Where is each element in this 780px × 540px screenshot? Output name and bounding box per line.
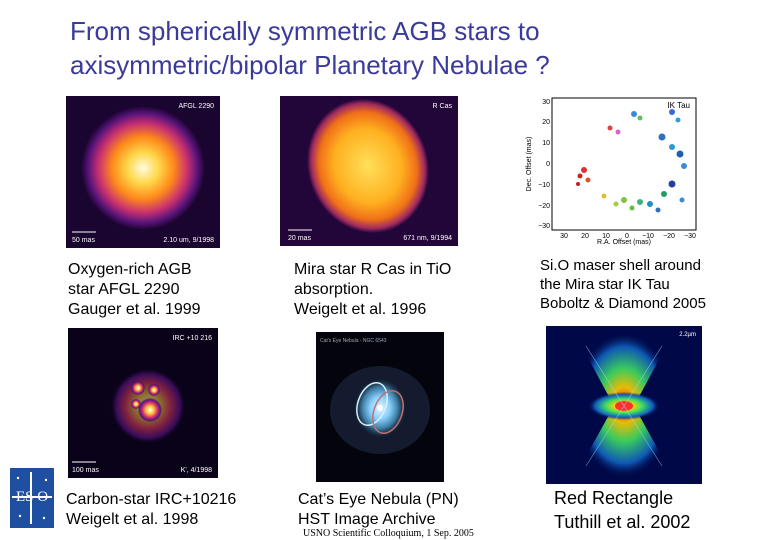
iktau-ytick: 30 [542, 99, 550, 106]
irc-scale: 100 mas [72, 467, 99, 474]
afgl2290-caption: Oxygen-rich AGB star AFGL 2290 Gauger et… [68, 261, 201, 318]
iktau-maser-plot: IK Tau Dec. Offset (mas) R.A. Offset (ma… [522, 92, 700, 246]
iktau-xtick: 0 [625, 233, 629, 240]
afgl-wave: 2.10 um, 9/1998 [163, 237, 214, 244]
iktau-xtick: 10 [602, 233, 610, 240]
irc-label: IRC +10 216 [173, 335, 213, 342]
eso-logo-text: ES O [16, 489, 48, 505]
afgl-scale: 50 mas [72, 237, 95, 244]
iktau-ytick: −20 [538, 203, 550, 210]
title-line-2: axisymmetric/bipolar Planetary Nebulae ? [70, 50, 550, 80]
iktau-xlabel: R.A. Offset (mas) [597, 239, 651, 246]
iktau-xtick: 30 [560, 233, 568, 240]
irc10216-caption: Carbon-star IRC+10216 Weigelt et al. 199… [66, 491, 237, 528]
eso-logo-icon: ES O [10, 468, 54, 528]
iktau-ytick: −30 [538, 223, 550, 230]
afgl2290-image: AFGL 2290 50 mas 2.10 um, 9/1998 [66, 96, 220, 248]
iktau-xtick: 20 [581, 233, 589, 240]
cats-eye-image: Cat's Eye Nebula - NGC 6543 [316, 332, 444, 482]
rcas-label: R Cas [433, 103, 453, 110]
iktau-ytick: 10 [542, 140, 550, 147]
red-rectangle-caption: Red Rectangle Tuthill et al. 2002 [554, 488, 691, 532]
maser-spots [576, 109, 687, 213]
rcas-caption: Mira star R Cas in TiO absorption. Weige… [294, 261, 452, 318]
irc-wave: K', 4/1998 [181, 467, 212, 474]
redrect-label: 2.2µm [679, 332, 696, 338]
iktau-xtick: −10 [642, 233, 654, 240]
afgl-label: AFGL 2290 [178, 103, 214, 110]
rcas-wave: 671 nm, 9/1994 [403, 235, 452, 242]
rcas-scale: 20 mas [288, 235, 311, 242]
cats-label: Cat's Eye Nebula - NGC 6543 [320, 338, 387, 344]
slide-title: From spherically symmetric AGB stars to … [70, 14, 750, 82]
iktau-xtick: −30 [684, 233, 696, 240]
iktau-ytick: −10 [538, 182, 550, 189]
iktau-caption: Si.O maser shell around the Mira star IK… [540, 257, 706, 312]
cats-eye-caption: Cat’s Eye Nebula (PN) HST Image Archive [298, 491, 459, 528]
rcas-image: R Cas 20 mas 671 nm, 9/1994 [280, 96, 458, 246]
iktau-label: IK Tau [667, 101, 690, 110]
iktau-xtick: −20 [663, 233, 675, 240]
footer-text: USNO Scientific Colloquium, 1 Sep. 2005 [303, 528, 474, 539]
iktau-ylabel: Dec. Offset (mas) [526, 137, 533, 192]
irc10216-image: IRC +10 216 100 mas K', 4/1998 [68, 328, 218, 478]
iktau-ytick: 0 [546, 161, 550, 168]
title-line-1: From spherically symmetric AGB stars to [70, 16, 540, 46]
iktau-ytick: 20 [542, 119, 550, 126]
red-rectangle-image: 2.2µm [546, 326, 702, 484]
